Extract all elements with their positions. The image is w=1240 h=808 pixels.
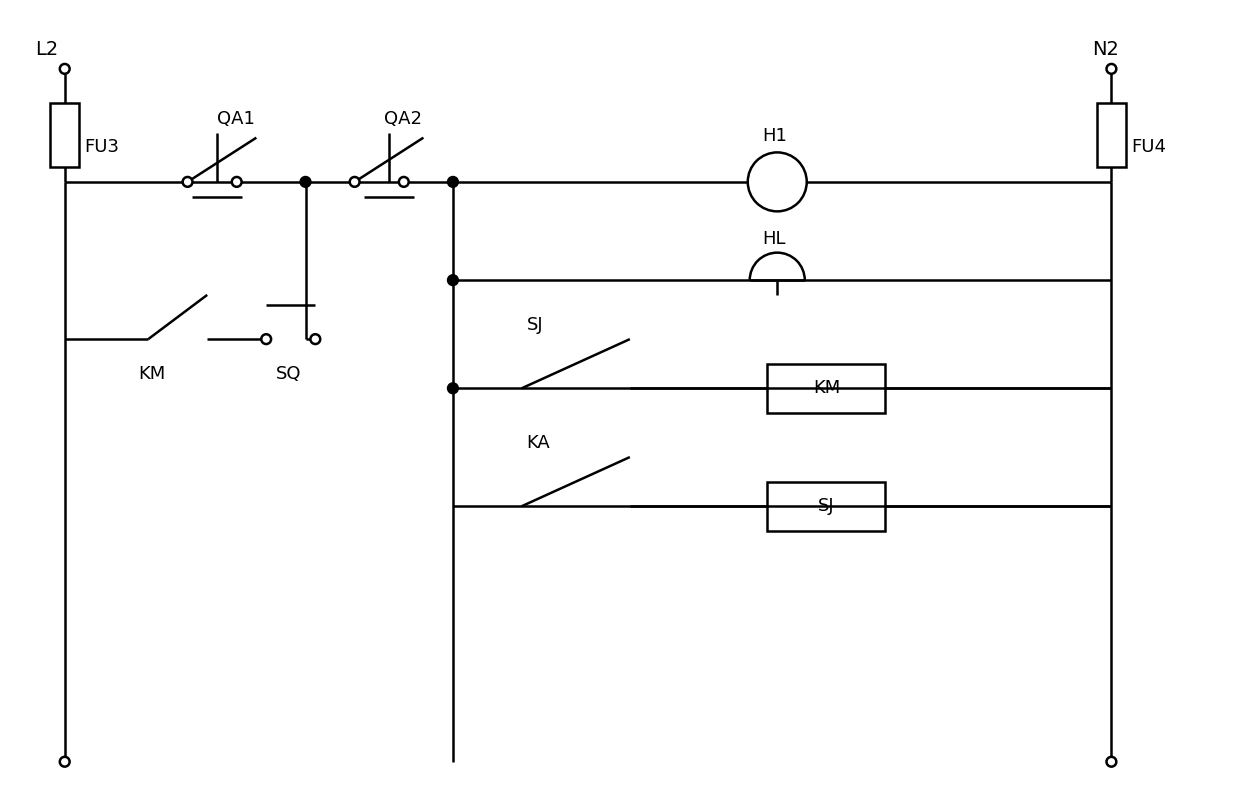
Text: H1: H1: [763, 127, 787, 145]
Circle shape: [350, 177, 360, 187]
Circle shape: [748, 153, 807, 212]
Circle shape: [448, 275, 459, 285]
Text: KA: KA: [527, 434, 551, 452]
Bar: [1096, 103, 1126, 167]
Circle shape: [448, 383, 459, 393]
Text: SJ: SJ: [527, 316, 543, 335]
Circle shape: [182, 177, 192, 187]
Text: KM: KM: [812, 379, 839, 398]
Circle shape: [300, 176, 311, 187]
Circle shape: [1106, 757, 1116, 767]
Circle shape: [60, 757, 69, 767]
Circle shape: [448, 176, 459, 187]
Bar: [768, 364, 885, 413]
Circle shape: [262, 335, 272, 344]
Text: SQ: SQ: [277, 365, 301, 383]
Text: FU3: FU3: [84, 138, 119, 157]
Circle shape: [399, 177, 409, 187]
Circle shape: [1106, 64, 1116, 74]
Circle shape: [60, 64, 69, 74]
Bar: [768, 482, 885, 531]
Text: N2: N2: [1091, 40, 1118, 59]
Text: KM: KM: [139, 365, 166, 383]
Text: QA2: QA2: [384, 110, 422, 128]
Circle shape: [232, 177, 242, 187]
Circle shape: [310, 335, 320, 344]
Text: FU4: FU4: [1131, 138, 1166, 157]
Bar: [50, 103, 79, 167]
Text: QA1: QA1: [217, 110, 255, 128]
Text: SJ: SJ: [818, 497, 835, 516]
Text: L2: L2: [35, 40, 58, 59]
Text: HL: HL: [763, 229, 786, 248]
